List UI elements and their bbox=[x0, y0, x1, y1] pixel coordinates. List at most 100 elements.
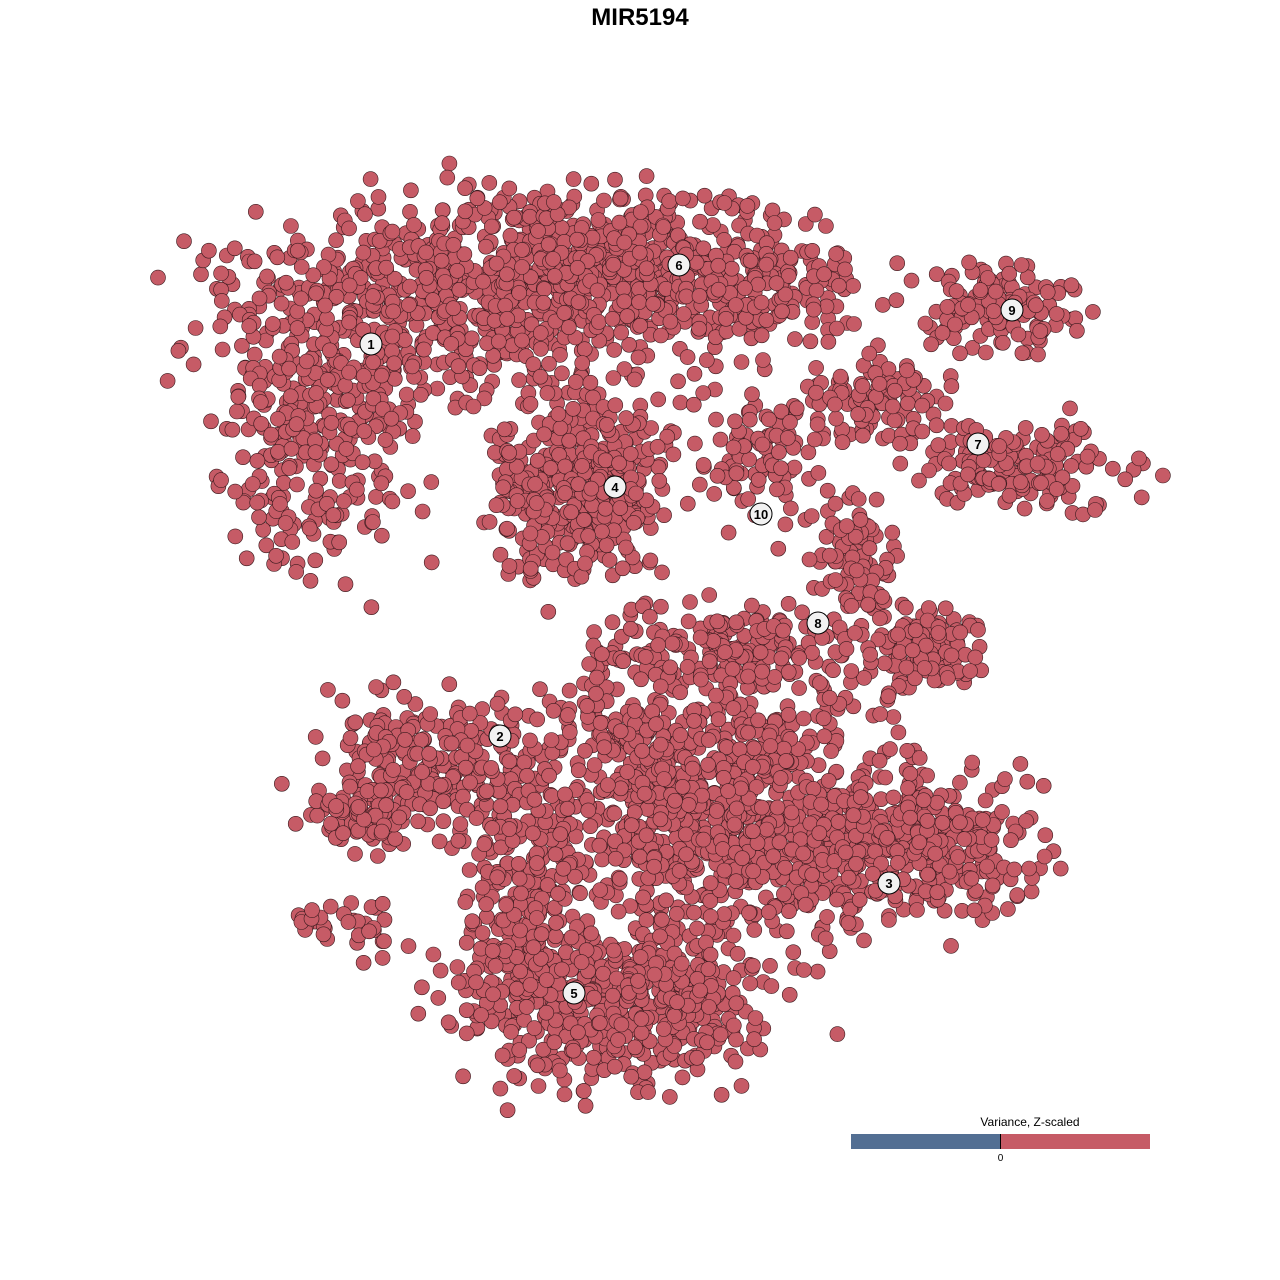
data-point bbox=[1052, 860, 1069, 877]
data-point bbox=[1012, 756, 1029, 772]
data-point bbox=[315, 926, 332, 943]
data-point bbox=[298, 353, 315, 370]
data-point bbox=[818, 218, 834, 234]
data-point bbox=[612, 723, 629, 740]
data-point bbox=[496, 421, 513, 438]
data-point bbox=[782, 414, 798, 430]
data-point bbox=[552, 1062, 568, 1079]
data-point bbox=[580, 528, 597, 544]
data-point bbox=[565, 400, 581, 417]
data-point bbox=[652, 678, 669, 695]
data-point bbox=[804, 243, 821, 259]
data-point bbox=[997, 771, 1013, 787]
data-point bbox=[780, 706, 797, 723]
data-point bbox=[710, 257, 727, 274]
data-point bbox=[725, 1017, 742, 1034]
data-point bbox=[825, 662, 841, 679]
data-point bbox=[890, 626, 906, 643]
data-point bbox=[488, 497, 505, 514]
data-point bbox=[854, 378, 871, 394]
data-point bbox=[834, 434, 851, 451]
data-point bbox=[249, 452, 266, 469]
data-point bbox=[425, 946, 442, 963]
data-point bbox=[596, 739, 613, 756]
data-point bbox=[737, 280, 753, 296]
data-point bbox=[630, 349, 647, 366]
data-point bbox=[752, 644, 769, 661]
data-point bbox=[645, 295, 662, 312]
data-point bbox=[606, 805, 623, 822]
data-point bbox=[1033, 475, 1049, 491]
data-point bbox=[635, 889, 651, 906]
data-point bbox=[583, 480, 600, 497]
data-point bbox=[499, 1102, 516, 1118]
data-point bbox=[829, 891, 845, 908]
data-point bbox=[1039, 493, 1055, 509]
data-point bbox=[1036, 848, 1053, 865]
data-point bbox=[680, 797, 697, 813]
data-point bbox=[384, 493, 401, 510]
data-point bbox=[384, 328, 401, 345]
data-point bbox=[795, 845, 812, 862]
data-point bbox=[934, 325, 951, 341]
data-point bbox=[227, 483, 243, 500]
data-point bbox=[904, 642, 921, 659]
data-point bbox=[1079, 448, 1096, 465]
data-point bbox=[309, 807, 326, 824]
data-point bbox=[352, 270, 369, 286]
data-point bbox=[283, 441, 300, 457]
data-point bbox=[881, 912, 897, 928]
data-point bbox=[702, 908, 719, 925]
data-point bbox=[727, 413, 743, 430]
data-point bbox=[744, 386, 760, 403]
data-point bbox=[655, 219, 672, 235]
data-point bbox=[525, 356, 542, 373]
data-point bbox=[678, 288, 695, 305]
points-layer bbox=[150, 155, 1171, 1118]
data-point bbox=[728, 614, 745, 631]
data-point bbox=[469, 190, 486, 207]
data-point bbox=[929, 794, 945, 811]
data-point bbox=[570, 762, 587, 779]
data-point bbox=[273, 295, 290, 312]
data-point bbox=[600, 777, 616, 793]
data-point bbox=[214, 293, 230, 309]
data-point bbox=[362, 171, 379, 187]
data-point bbox=[385, 762, 402, 778]
data-point bbox=[626, 703, 643, 719]
data-point bbox=[652, 928, 668, 945]
data-point bbox=[616, 293, 633, 310]
data-point bbox=[927, 845, 944, 862]
data-point bbox=[725, 700, 742, 717]
data-point bbox=[709, 467, 726, 484]
data-point bbox=[418, 244, 434, 261]
data-point bbox=[1016, 500, 1033, 517]
data-point bbox=[401, 297, 417, 313]
data-point bbox=[522, 396, 539, 412]
data-point bbox=[347, 846, 363, 862]
data-point bbox=[501, 558, 518, 574]
data-point bbox=[941, 863, 958, 880]
data-point bbox=[341, 220, 357, 237]
data-point bbox=[696, 187, 713, 204]
data-point bbox=[586, 624, 602, 640]
data-point bbox=[370, 189, 387, 205]
data-point bbox=[741, 905, 757, 921]
data-point bbox=[877, 769, 894, 786]
data-point bbox=[431, 833, 448, 850]
data-point bbox=[695, 385, 712, 401]
data-point bbox=[497, 297, 514, 314]
data-point bbox=[1032, 323, 1049, 339]
data-point bbox=[249, 494, 266, 511]
data-point bbox=[522, 560, 539, 577]
data-point bbox=[713, 1087, 730, 1103]
data-point bbox=[745, 957, 761, 974]
data-point bbox=[701, 999, 717, 1015]
data-point bbox=[840, 915, 857, 931]
data-point bbox=[264, 316, 281, 332]
data-point bbox=[495, 479, 511, 496]
data-point bbox=[701, 587, 718, 603]
data-point bbox=[413, 732, 430, 748]
data-point bbox=[806, 431, 823, 448]
